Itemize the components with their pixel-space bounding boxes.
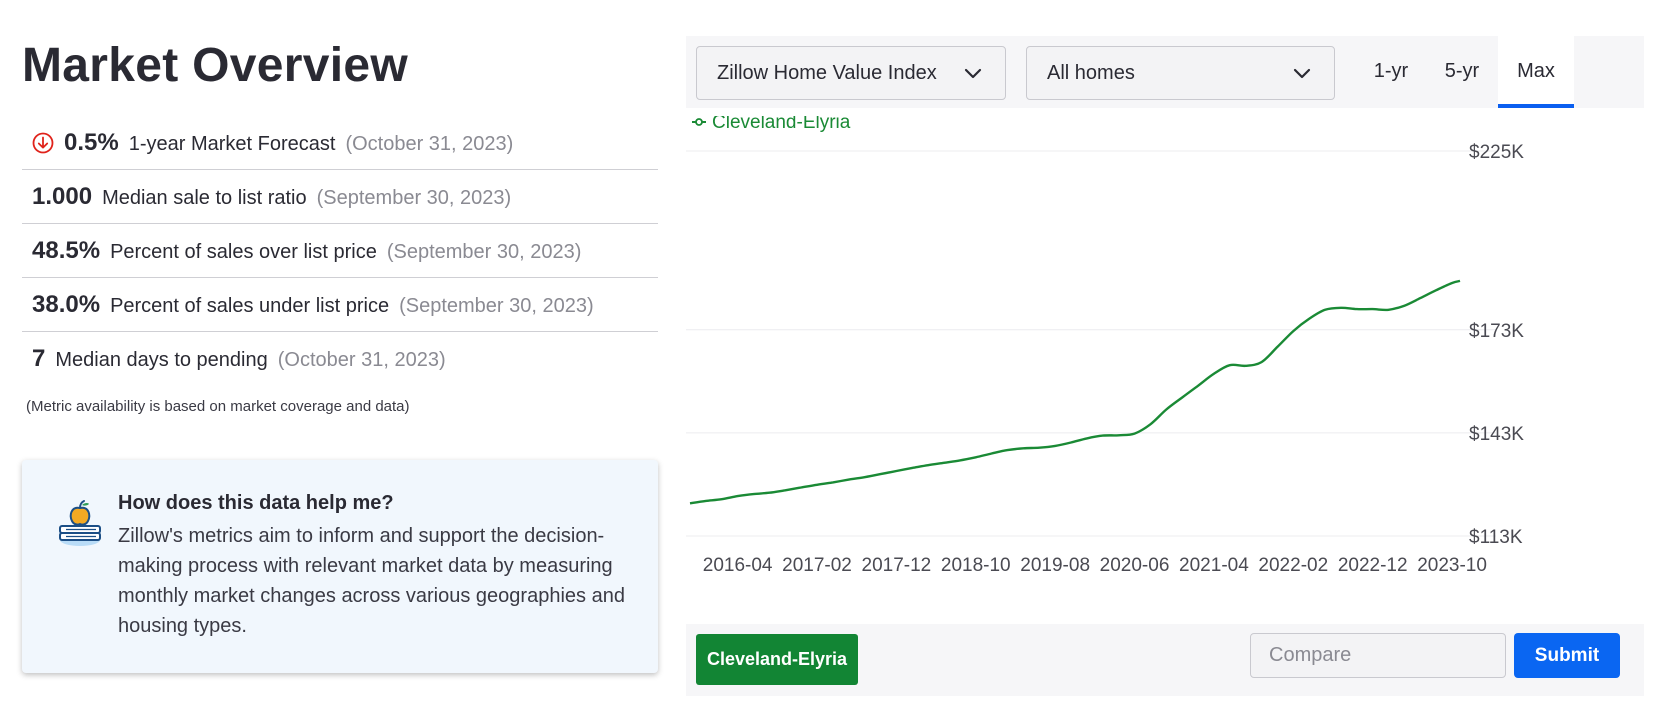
legend-marker <box>695 118 703 126</box>
x-tick-label: 2018-10 <box>941 555 1011 576</box>
metric-value: 7 <box>32 345 46 372</box>
y-tick-label: $143K <box>1469 424 1524 445</box>
x-tick-label: 2022-12 <box>1338 555 1408 576</box>
compare-input[interactable] <box>1250 633 1506 678</box>
chevron-down-icon <box>1293 68 1311 79</box>
y-tick-label: $225K <box>1469 142 1524 163</box>
metric-value: 48.5% <box>32 237 101 264</box>
x-tick-label: 2016-04 <box>703 555 773 576</box>
home-value-chart: $113K $143K $173K $225K 2016-04 2017-02 2017-1… <box>686 116 1524 576</box>
range-1yr-tab[interactable]: 1-yr <box>1373 60 1409 82</box>
metric-label: 1-year Market Forecast <box>128 133 336 155</box>
metric-select-value: Zillow Home Value Index <box>717 62 937 84</box>
metric-date: (October 31, 2023) <box>345 133 514 155</box>
home-type-select[interactable]: All homes <box>1026 46 1335 100</box>
metric-value: 1.000 <box>32 183 93 210</box>
help-heading: How does this data help me? <box>118 492 394 514</box>
metric-label: Percent of sales under list price <box>110 295 390 317</box>
x-tick-label: 2019-08 <box>1020 555 1090 576</box>
help-card: How does this data help me? Zillow's met… <box>22 460 658 673</box>
x-tick-label: 2021-04 <box>1179 555 1249 576</box>
metric-days-to-pending: 7 Median days to pending (October 31, 20… <box>22 332 658 386</box>
chart-panel: Zillow Home Value Index All homes 1-yr 5… <box>686 36 1644 696</box>
down-arrow-circle-icon <box>32 132 54 153</box>
metric-label: Median days to pending <box>55 349 268 371</box>
home-type-select-value: All homes <box>1047 62 1135 84</box>
x-tick-label: 2017-02 <box>782 555 852 576</box>
region-chip[interactable]: Cleveland-Elyria <box>696 634 858 685</box>
range-max-tab[interactable]: Max <box>1498 36 1574 108</box>
metric-sale-to-list: 1.000 Median sale to list ratio (Septemb… <box>22 170 658 224</box>
chart-footer: Cleveland-Elyria Submit <box>686 624 1644 696</box>
metric-date: (September 30, 2023) <box>399 295 594 317</box>
x-tick-label: 2020-06 <box>1100 555 1170 576</box>
legend-label: Cleveland-Elyria <box>712 116 851 133</box>
metric-date: (October 31, 2023) <box>277 349 446 371</box>
metric-select[interactable]: Zillow Home Value Index <box>696 46 1006 100</box>
series-line-cleveland-elyria <box>689 279 1461 505</box>
metric-over-list: 48.5% Percent of sales over list price (… <box>22 224 658 278</box>
x-tick-label: 2023-10 <box>1417 555 1487 576</box>
book-apple-icon <box>59 500 101 546</box>
chevron-down-icon <box>964 68 982 79</box>
page-title: Market Overview <box>22 39 409 92</box>
metric-value: 38.0% <box>32 291 101 318</box>
metric-date: (September 30, 2023) <box>316 187 512 209</box>
metric-label: Percent of sales over list price <box>110 241 377 263</box>
x-tick-label: 2017-12 <box>862 555 932 576</box>
metric-date: (September 30, 2023) <box>386 241 582 263</box>
metric-value: 0.5% <box>64 129 119 156</box>
range-5yr-tab[interactable]: 5-yr <box>1444 60 1480 82</box>
y-tick-label: $173K <box>1469 321 1524 342</box>
x-tick-label: 2022-02 <box>1258 555 1328 576</box>
metrics-list: 0.5% 1-year Market Forecast (October 31,… <box>22 116 658 386</box>
availability-note: (Metric availability is based on market … <box>26 398 410 415</box>
metric-under-list: 38.0% Percent of sales under list price … <box>22 278 658 332</box>
y-tick-label: $113K <box>1469 527 1523 548</box>
metric-forecast: 0.5% 1-year Market Forecast (October 31,… <box>22 116 658 170</box>
chart-toolbar: Zillow Home Value Index All homes 1-yr 5… <box>686 36 1644 108</box>
metric-label: Median sale to list ratio <box>102 187 307 209</box>
help-body: Zillow's metrics aim to inform and suppo… <box>118 525 625 637</box>
market-overview-panel: Market Overview 0.5% 1-year Market Forec… <box>22 34 658 415</box>
submit-button[interactable]: Submit <box>1514 633 1620 678</box>
